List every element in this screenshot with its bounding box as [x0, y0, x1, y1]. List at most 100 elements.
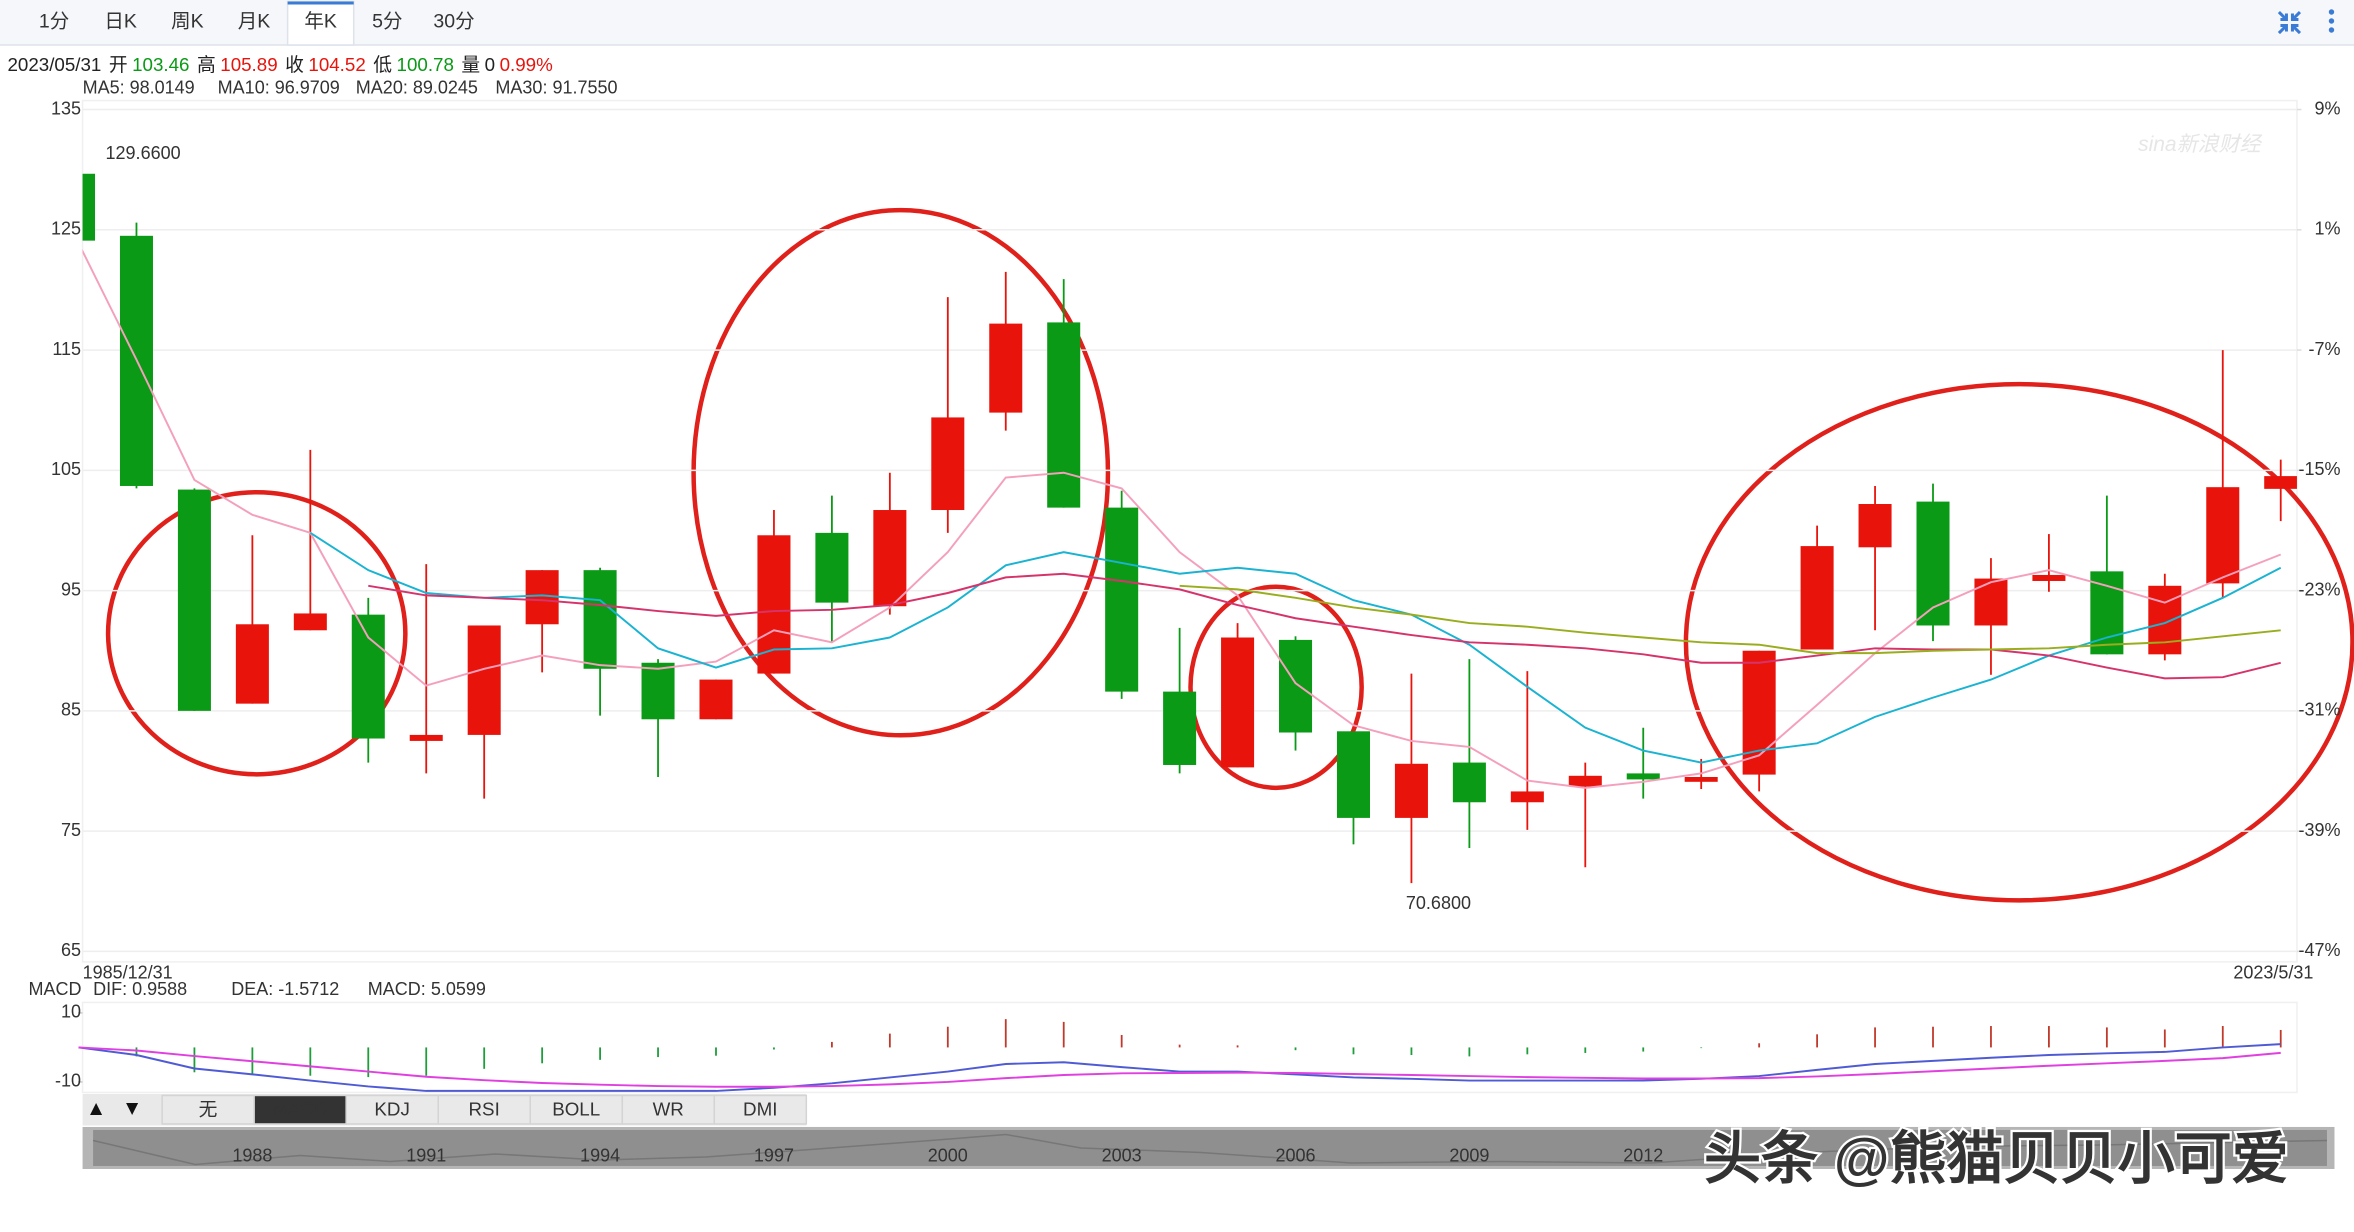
candle-body	[82, 173, 96, 241]
period-tab[interactable]: 年K	[304, 11, 337, 33]
quote-value: 100.78	[397, 54, 454, 75]
candle-body	[1568, 775, 1602, 787]
quote-value: 105.89	[220, 54, 277, 75]
min-label: 70.6800	[1406, 893, 1471, 913]
highlight-circle	[1683, 381, 2354, 903]
macd-legend: DEA: -1.5712	[231, 979, 339, 999]
candle-body	[1394, 763, 1428, 818]
period-tab[interactable]: 周K	[171, 11, 204, 33]
y2-tick-label: -23%	[2298, 579, 2340, 599]
toolbar	[0, 0, 2354, 46]
timeline-label: 2006	[1275, 1146, 1315, 1166]
indicator-tab-label[interactable]: DMI	[743, 1098, 777, 1119]
candle-body	[1974, 578, 2008, 626]
watermark: 头条 @熊猫贝贝小可爱	[1704, 1127, 2289, 1191]
plot	[82, 173, 2297, 884]
timeline-label: 1991	[406, 1146, 446, 1166]
candle-body	[235, 624, 269, 704]
timeline-label: 2009	[1449, 1146, 1489, 1166]
quote-label: 高	[197, 54, 216, 75]
indicator-tab-label[interactable]: RSI	[469, 1098, 500, 1119]
y-tick-label: 105	[51, 459, 81, 479]
y-tick-label: 115	[52, 339, 81, 359]
candle-body	[1510, 791, 1544, 803]
y2-tick-label: -47%	[2298, 940, 2340, 960]
max-label: 129.6600	[106, 143, 181, 163]
timeline-label: 2000	[928, 1146, 968, 1166]
indicator-tab-label[interactable]: BOLL	[552, 1098, 600, 1119]
quote-date: 2023/05/31	[8, 54, 102, 75]
y-tick-label: 75	[61, 820, 81, 840]
quote-label: 量	[461, 54, 480, 75]
candle-body	[1163, 691, 1197, 765]
candle-body	[2206, 487, 2240, 584]
candle-body	[873, 510, 907, 607]
period-tab[interactable]: 月K	[238, 11, 271, 33]
y-tick-label: 125	[51, 219, 81, 239]
collapse-icon[interactable]	[2277, 10, 2302, 35]
period-tab[interactable]: 5分	[372, 11, 402, 33]
y-tick-label: 95	[61, 579, 81, 599]
highlight-circle	[105, 489, 408, 777]
end-date: 2023/5/31	[2233, 963, 2313, 983]
candle-body	[699, 679, 733, 720]
indicator-tab-label[interactable]: KDJ	[374, 1098, 409, 1119]
macd-tick-label: 10	[61, 1002, 81, 1022]
timeline-label: 1997	[754, 1146, 794, 1166]
indicator-line	[309, 532, 2282, 764]
up-arrow[interactable]	[90, 1102, 103, 1115]
y2-tick-label: -15%	[2298, 459, 2340, 479]
y-tick-label: 85	[61, 700, 81, 720]
indicator-tab	[437, 1094, 532, 1125]
period-tab[interactable]: 日K	[104, 11, 137, 33]
candle-body	[1452, 762, 1486, 803]
candle-body	[467, 625, 501, 735]
active-indicator-tab	[253, 1094, 347, 1125]
more-icon[interactable]	[2328, 9, 2335, 33]
timeline-label: 2003	[1102, 1146, 1142, 1166]
period-tab[interactable]: 1分	[39, 11, 69, 33]
quote-label: 收	[285, 54, 304, 75]
y2-tick-label: 1%	[2314, 219, 2340, 239]
candle-body	[1858, 504, 1892, 548]
active-tab	[286, 0, 355, 46]
down-arrow[interactable]	[126, 1102, 139, 1115]
period-tab[interactable]: 30分	[433, 11, 474, 33]
indicator-tab-label[interactable]: MACD	[272, 1098, 327, 1119]
macd-title: MACD	[29, 979, 82, 999]
y2-tick-label: -7%	[2308, 339, 2340, 359]
navigator-window	[93, 1129, 2327, 1166]
indicator-tab	[621, 1094, 716, 1125]
candle-body	[2032, 574, 2066, 581]
candle-body	[2264, 476, 2297, 489]
candle-body	[1279, 639, 1313, 733]
ma-legend: MA20: 89.0245	[356, 77, 478, 97]
candle-body	[1105, 507, 1139, 692]
candle-body	[1047, 322, 1081, 508]
y2-tick-label: -39%	[2298, 820, 2340, 840]
candle-body	[293, 613, 327, 631]
candle-body	[815, 532, 849, 603]
y-tick-label: 135	[51, 98, 81, 118]
ma-legend: MA10: 96.9709	[218, 77, 340, 97]
timeline-label: 1994	[580, 1146, 620, 1166]
candle-body	[2148, 585, 2182, 655]
quote-label: 开	[109, 54, 128, 75]
candle-body	[1626, 773, 1660, 780]
quote-change: 0.99%	[500, 54, 553, 75]
highlight-circle	[691, 207, 1111, 738]
indicator-line	[1179, 584, 2281, 655]
indicator-tab-label[interactable]: 无	[199, 1098, 218, 1119]
quote-value: 0	[485, 54, 495, 75]
indicator-line	[78, 1043, 2281, 1092]
indicator-tab-label[interactable]: WR	[653, 1098, 684, 1119]
macd-legend: MACD: 5.0599	[368, 979, 486, 999]
candle-body	[1800, 546, 1834, 650]
candle-body	[641, 662, 675, 720]
ma-legend: MA5: 98.0149	[83, 77, 195, 97]
navigator-line	[92, 1133, 2327, 1166]
candle-body	[409, 734, 443, 741]
candle-body	[177, 489, 211, 711]
